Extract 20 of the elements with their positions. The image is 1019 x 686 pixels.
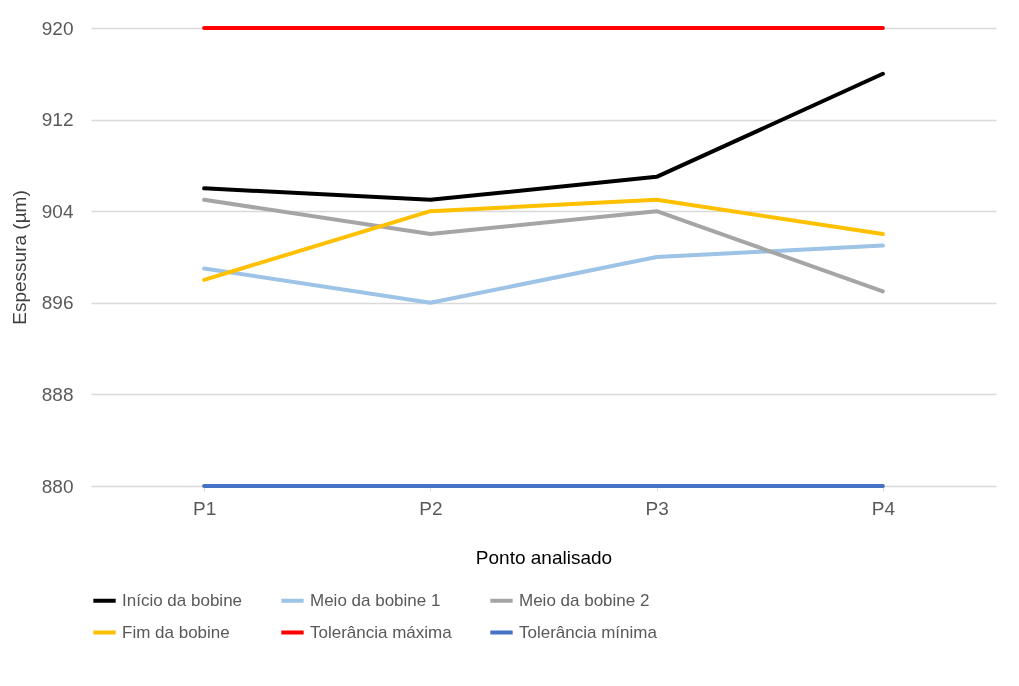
y-tick-label: 880 (41, 475, 74, 497)
y-axis-title: Espessura (µm) (8, 190, 30, 325)
y-tick-label: 896 (41, 292, 74, 314)
legend-label: Meio da bobine 2 (519, 590, 650, 610)
legend-label: Tolerância máxima (310, 622, 453, 642)
x-axis-title: Ponto analisado (475, 546, 613, 568)
line-series (202, 71, 885, 202)
x-tick-label: P3 (645, 497, 669, 519)
y-tick-label: 888 (41, 383, 74, 405)
line-series (202, 243, 885, 305)
legend-label: Início da bobine (122, 590, 243, 610)
y-tick-label: 912 (41, 109, 74, 131)
y-tick-label: 904 (41, 200, 74, 222)
x-tick-label: P1 (193, 497, 217, 519)
legend-label: Fim da bobine (122, 622, 230, 642)
x-tick-label: P4 (871, 497, 896, 519)
x-tick-label: P2 (419, 497, 443, 519)
legend-label: Tolerância mínima (519, 622, 658, 642)
y-tick-label: 920 (41, 17, 74, 39)
legend-label: Meio da bobine 1 (310, 590, 441, 610)
